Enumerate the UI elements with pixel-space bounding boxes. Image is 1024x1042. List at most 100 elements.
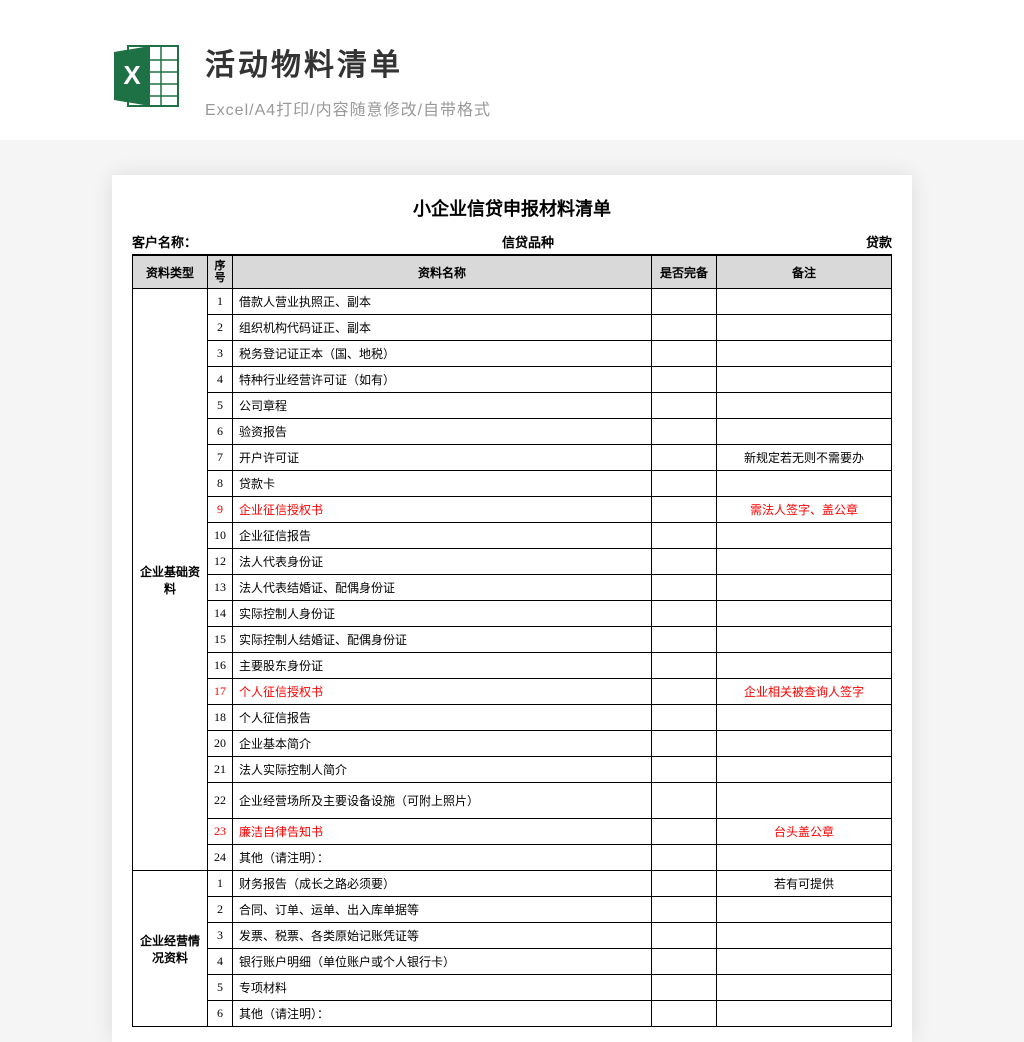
name-cell: 其他（请注明）： [233, 845, 652, 871]
table-row: 8贷款卡 [133, 471, 892, 497]
col-header-type: 资料类型 [133, 256, 208, 289]
customer-label: 客户名称： [132, 232, 502, 251]
remark-cell [717, 923, 892, 949]
table-row: 2组织机构代码证正、副本 [133, 315, 892, 341]
document-title: 小企业信贷申报材料清单 [132, 190, 892, 229]
remark-cell [717, 419, 892, 445]
complete-cell [652, 819, 717, 845]
complete-cell [652, 705, 717, 731]
product-label: 信贷品种 [502, 232, 752, 251]
seq-cell: 5 [208, 393, 233, 419]
remark-cell [717, 627, 892, 653]
table-row: 20企业基本简介 [133, 731, 892, 757]
page-header: X 活动物料清单 Excel/A4打印/内容随意修改/自带格式 [0, 0, 1024, 140]
name-cell: 企业征信报告 [233, 523, 652, 549]
table-row: 3税务登记证正本（国、地税） [133, 341, 892, 367]
complete-cell [652, 679, 717, 705]
name-cell: 组织机构代码证正、副本 [233, 315, 652, 341]
name-cell: 廉洁自律告知书 [233, 819, 652, 845]
seq-cell: 20 [208, 731, 233, 757]
remark-cell [717, 897, 892, 923]
remark-cell [717, 731, 892, 757]
remark-cell: 企业相关被查询人签字 [717, 679, 892, 705]
complete-cell [652, 523, 717, 549]
table-row: 21法人实际控制人简介 [133, 757, 892, 783]
remark-cell [717, 289, 892, 315]
complete-cell [652, 1001, 717, 1027]
name-cell: 企业经营场所及主要设备设施（可附上照片） [233, 783, 652, 819]
remark-cell [717, 393, 892, 419]
materials-table: 资料类型 序号 资料名称 是否完备 备注 企业基础资料1借款人营业执照正、副本2… [132, 255, 892, 1027]
seq-cell: 10 [208, 523, 233, 549]
complete-cell [652, 627, 717, 653]
complete-cell [652, 419, 717, 445]
col-header-complete: 是否完备 [652, 256, 717, 289]
table-row: 2合同、订单、运单、出入库单据等 [133, 897, 892, 923]
name-cell: 税务登记证正本（国、地税） [233, 341, 652, 367]
complete-cell [652, 341, 717, 367]
seq-cell: 5 [208, 975, 233, 1001]
seq-cell: 18 [208, 705, 233, 731]
remark-cell: 台头盖公章 [717, 819, 892, 845]
remark-cell [717, 975, 892, 1001]
name-cell: 财务报告（成长之路必须要） [233, 871, 652, 897]
col-header-seq: 序号 [208, 256, 233, 289]
seq-cell: 7 [208, 445, 233, 471]
complete-cell [652, 783, 717, 819]
table-row: 4银行账户明细（单位账户或个人银行卡） [133, 949, 892, 975]
remark-cell [717, 845, 892, 871]
type-cell: 企业基础资料 [133, 289, 208, 871]
remark-cell [717, 757, 892, 783]
name-cell: 主要股东身份证 [233, 653, 652, 679]
table-row: 22企业经营场所及主要设备设施（可附上照片） [133, 783, 892, 819]
complete-cell [652, 757, 717, 783]
seq-cell: 3 [208, 341, 233, 367]
seq-cell: 4 [208, 949, 233, 975]
seq-cell: 6 [208, 419, 233, 445]
table-row: 10企业征信报告 [133, 523, 892, 549]
seq-cell: 16 [208, 653, 233, 679]
complete-cell [652, 575, 717, 601]
remark-cell [717, 705, 892, 731]
table-row: 18个人征信报告 [133, 705, 892, 731]
seq-cell: 8 [208, 471, 233, 497]
table-row: 9企业征信授权书需法人签字、盖公章 [133, 497, 892, 523]
seq-cell: 4 [208, 367, 233, 393]
type-cell: 企业经营情况资料 [133, 871, 208, 1027]
name-cell: 法人代表身份证 [233, 549, 652, 575]
complete-cell [652, 471, 717, 497]
seq-cell: 24 [208, 845, 233, 871]
svg-text:X: X [123, 60, 141, 90]
complete-cell [652, 445, 717, 471]
name-cell: 企业基本简介 [233, 731, 652, 757]
seq-cell: 3 [208, 923, 233, 949]
name-cell: 公司章程 [233, 393, 652, 419]
complete-cell [652, 601, 717, 627]
name-cell: 实际控制人结婚证、配偶身份证 [233, 627, 652, 653]
seq-cell: 13 [208, 575, 233, 601]
remark-cell [717, 575, 892, 601]
table-row: 13法人代表结婚证、配偶身份证 [133, 575, 892, 601]
name-cell: 个人征信授权书 [233, 679, 652, 705]
seq-cell: 1 [208, 871, 233, 897]
complete-cell [652, 731, 717, 757]
remark-cell [717, 315, 892, 341]
document: 小企业信贷申报材料清单 客户名称： 信贷品种 贷款 资料类型 序号 资料名称 是… [112, 175, 912, 1042]
seq-cell: 21 [208, 757, 233, 783]
seq-cell: 15 [208, 627, 233, 653]
remark-cell [717, 341, 892, 367]
seq-cell: 1 [208, 289, 233, 315]
remark-cell [717, 653, 892, 679]
name-cell: 验资报告 [233, 419, 652, 445]
remark-cell [717, 783, 892, 819]
remark-cell: 若有可提供 [717, 871, 892, 897]
remark-cell: 新规定若无则不需要办 [717, 445, 892, 471]
table-row: 5公司章程 [133, 393, 892, 419]
complete-cell [652, 923, 717, 949]
name-cell: 法人代表结婚证、配偶身份证 [233, 575, 652, 601]
remark-cell [717, 1001, 892, 1027]
seq-cell: 2 [208, 315, 233, 341]
seq-cell: 12 [208, 549, 233, 575]
complete-cell [652, 845, 717, 871]
name-cell: 贷款卡 [233, 471, 652, 497]
